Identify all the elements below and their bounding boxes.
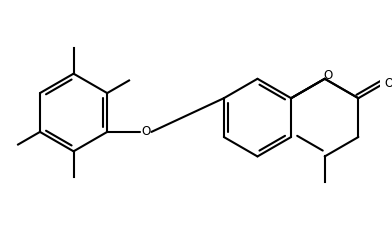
Text: O: O [323,69,332,82]
Text: O: O [142,125,151,138]
Text: O: O [385,77,392,90]
